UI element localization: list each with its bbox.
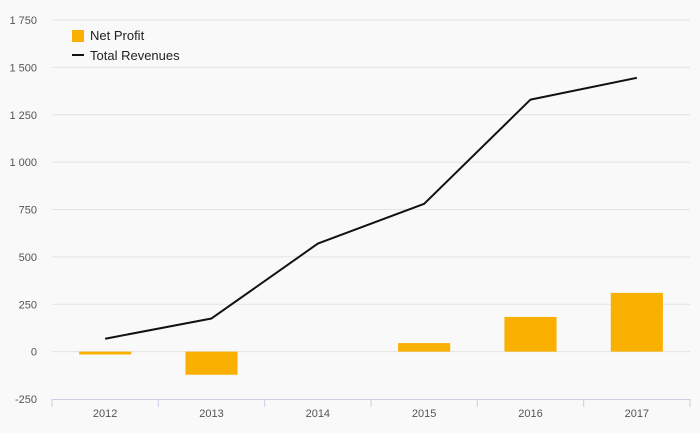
- legend-label-net-profit: Net Profit: [90, 28, 145, 43]
- bar-net-profit: [398, 343, 451, 352]
- legend: Net Profit Total Revenues: [72, 28, 180, 63]
- x-tick-label: 2013: [199, 408, 223, 420]
- y-tick-label: 750: [19, 205, 37, 217]
- x-tick-label: 2017: [625, 408, 649, 420]
- y-tick-label: 0: [31, 347, 37, 359]
- x-tick-label: 2015: [412, 408, 436, 420]
- x-axis: 2012 2013 2014 2015 2016 2017: [51, 399, 691, 420]
- line-total-revenues: [104, 76, 638, 340]
- y-axis: -250 0 250 500 750 1 000 1 250 1 500 1 750: [9, 15, 37, 406]
- bar-net-profit: [504, 316, 557, 352]
- y-tick-label: 1 000: [9, 157, 37, 169]
- y-tick-label: 500: [19, 252, 37, 264]
- y-tick-label: 1 750: [9, 15, 37, 27]
- total-revenues-line-group: [104, 76, 638, 340]
- x-tick-label: 2016: [518, 408, 542, 420]
- y-tick-label: 250: [19, 299, 37, 311]
- bar-net-profit: [79, 351, 132, 355]
- legend-label-total-revenues: Total Revenues: [90, 48, 180, 63]
- y-tick-label: 1 250: [9, 110, 37, 122]
- x-tick-label: 2014: [306, 408, 330, 420]
- bar-net-profit: [610, 292, 663, 352]
- y-tick-label: -250: [15, 394, 37, 406]
- net-profit-bars: [79, 292, 663, 375]
- x-tick-label: 2012: [93, 408, 117, 420]
- legend-swatch-net-profit: [72, 30, 84, 42]
- grid: [52, 19, 690, 353]
- bar-net-profit: [185, 351, 238, 375]
- y-tick-label: 1 500: [9, 62, 37, 74]
